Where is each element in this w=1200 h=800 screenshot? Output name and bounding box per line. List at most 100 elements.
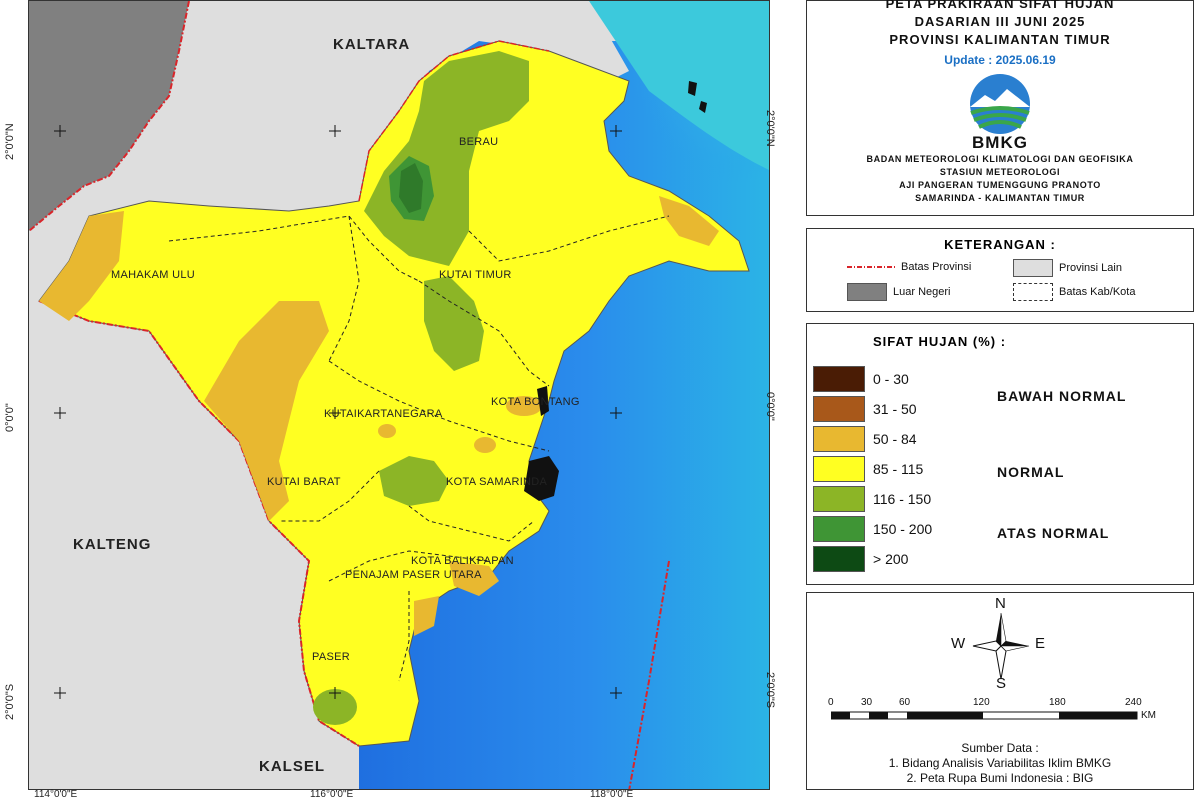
scale-tick-240: 240 [1125, 697, 1142, 708]
legend-heading: KETERANGAN : [944, 237, 1056, 252]
swatch-50-84 [813, 426, 865, 452]
zone-50-84-bontang [506, 396, 542, 416]
scale-tick-180: 180 [1049, 697, 1066, 708]
label-kota-bontang: KOTA BONTANG [491, 396, 580, 408]
rain-scale-panel: SIFAT HUJAN (%) : 0 - 30 31 - 50 50 - 84… [806, 323, 1194, 585]
zone-50-84-small2 [378, 424, 396, 438]
samarinda-delta [524, 456, 559, 501]
legend-label-province-border: Batas Provinsi [901, 261, 972, 273]
scale-tick-30: 30 [861, 697, 873, 708]
rain-class-85-115: 85 - 115 [813, 456, 923, 482]
label-penajam-paser-utara: PENAJAM PASER UTARA [345, 569, 482, 581]
agency-line1: BADAN METEOROLOGI KLIMATOLOGI DAN GEOFIS… [866, 154, 1134, 164]
foreign-swatch [847, 283, 887, 301]
rain-class-0-30: 0 - 30 [813, 366, 909, 392]
rain-class-116-150: 116 - 150 [813, 486, 931, 512]
lat-label-right-n2: 2°0'0"N [764, 110, 776, 147]
rainfall-map [29, 1, 769, 789]
range-label: 116 - 150 [873, 491, 932, 507]
label-paser: PASER [312, 651, 350, 663]
range-label: 85 - 115 [873, 461, 924, 477]
label-kalteng: KALTENG [73, 536, 152, 553]
zone-150-200-berau-core [399, 163, 423, 213]
label-kutai-barat: KUTAI BARAT [267, 476, 341, 488]
lon-label-118: 118°0'0"E [590, 789, 634, 800]
zone-50-84-west [204, 301, 329, 521]
lat-label-right-eq: 0°0'0" [764, 392, 776, 421]
label-kutai-timur: KUTAI TIMUR [439, 269, 512, 281]
province-border-north [358, 40, 550, 202]
label-kota-samarinda: KOTA SAMARINDA [446, 476, 548, 488]
compass-south: S [996, 675, 1007, 692]
agency-line4: SAMARINDA - KALIMANTAN TIMUR [915, 193, 1085, 203]
map-title-line2: DASARIAN III JUNI 2025 [914, 14, 1086, 29]
swatch-over-200 [813, 546, 865, 572]
zone-50-84-paser-coast [414, 596, 439, 636]
regency-border-swatch [1013, 283, 1053, 301]
legend-panel: KETERANGAN : Batas Provinsi Provinsi Lai… [806, 228, 1194, 312]
zone-50-84-mahakam [39, 211, 124, 321]
scale-tick-0: 0 [828, 697, 834, 708]
rain-class-over-200: > 200 [813, 546, 908, 572]
agency-line3: AJI PANGERAN TUMENGGUNG PRANOTO [899, 180, 1101, 190]
map-title-line3: PROVINSI KALIMANTAN TIMUR [889, 32, 1111, 47]
legend-item-province-border: Batas Provinsi [847, 261, 971, 273]
swatch-85-115 [813, 456, 865, 482]
label-kaltara: KALTARA [333, 36, 411, 53]
lat-label-right-s2: 2°0'0"S [764, 672, 776, 709]
swatch-150-200 [813, 516, 865, 542]
regency-boundaries [168, 215, 670, 682]
source-block: Sumber Data : 1. Bidang Analisis Variabi… [807, 741, 1193, 786]
lat-label-left-s2: 2°0'0"S [4, 683, 16, 720]
legend-label-foreign: Luar Negeri [893, 286, 951, 298]
agency-line2: STASIUN METEOROLOGI [939, 167, 1061, 177]
swatch-31-50 [813, 396, 865, 422]
zone-50-84-small1 [474, 437, 496, 453]
compass-east: E [1035, 635, 1046, 652]
lon-label-114: 114°0'0"E [34, 789, 78, 800]
update-date: Update : 2025.06.19 [944, 53, 1056, 67]
source-line2: 2. Peta Rupa Bumi Indonesia : BIG [906, 771, 1094, 785]
label-berau: BERAU [459, 136, 499, 148]
other-province-south [29, 301, 309, 789]
zone-50-84-northeast [659, 196, 719, 246]
compass-north: N [995, 595, 1006, 612]
bmkg-logo-icon [970, 74, 1030, 134]
source-heading: Sumber Data : [961, 741, 1039, 755]
compass-rose-icon [972, 612, 1030, 680]
swatch-0-30 [813, 366, 865, 392]
ocean-north [589, 1, 769, 171]
swatch-116-150 [813, 486, 865, 512]
compass-west: W [951, 635, 966, 652]
legend-label-regency-border: Batas Kab/Kota [1059, 286, 1136, 298]
range-label: 50 - 84 [873, 431, 917, 447]
legend-item-foreign: Luar Negeri [847, 283, 950, 301]
grid-crosses [54, 125, 622, 699]
zone-116-150-paser [313, 689, 357, 725]
scale-tick-60: 60 [899, 697, 911, 708]
range-label: 31 - 50 [873, 401, 917, 417]
label-kota-balikpapan: KOTA BALIKPAPAN [411, 555, 514, 567]
legend-label-other-province: Provinsi Lain [1059, 262, 1122, 274]
label-mahakam-ulu: MAHAKAM ULU [111, 269, 195, 281]
map-frame: KALTARA KALTENG KALSEL BERAU MAHAKAM ULU… [28, 0, 770, 790]
zone-50-84-balikpapan [449, 561, 499, 596]
zone-116-150-samarinda [379, 456, 449, 506]
range-label: 0 - 30 [873, 371, 909, 387]
lat-label-left-n2: 2°0'0"N [4, 123, 16, 160]
scale-tick-120: 120 [973, 697, 990, 708]
scale-bar [831, 711, 1138, 720]
group-above-normal: ATAS NORMAL [997, 525, 1110, 541]
label-kalsel: KALSEL [259, 758, 325, 775]
sea-boundary [628, 560, 670, 789]
legend-item-regency-border: Batas Kab/Kota [1013, 283, 1135, 301]
group-below-normal: BAWAH NORMAL [997, 388, 1127, 404]
zone-116-150-kutim [424, 276, 484, 371]
rain-class-150-200: 150 - 200 [813, 516, 932, 542]
scale-unit: KM [1141, 710, 1156, 721]
north-scale-panel: N S W E 0 30 60 120 180 240 KM Sumber Da… [806, 592, 1194, 790]
other-province-swatch [1013, 259, 1053, 277]
rain-scale-heading: SIFAT HUJAN (%) : [873, 334, 1007, 349]
legend-item-other-province: Provinsi Lain [1013, 259, 1122, 277]
range-label: > 200 [873, 551, 909, 567]
